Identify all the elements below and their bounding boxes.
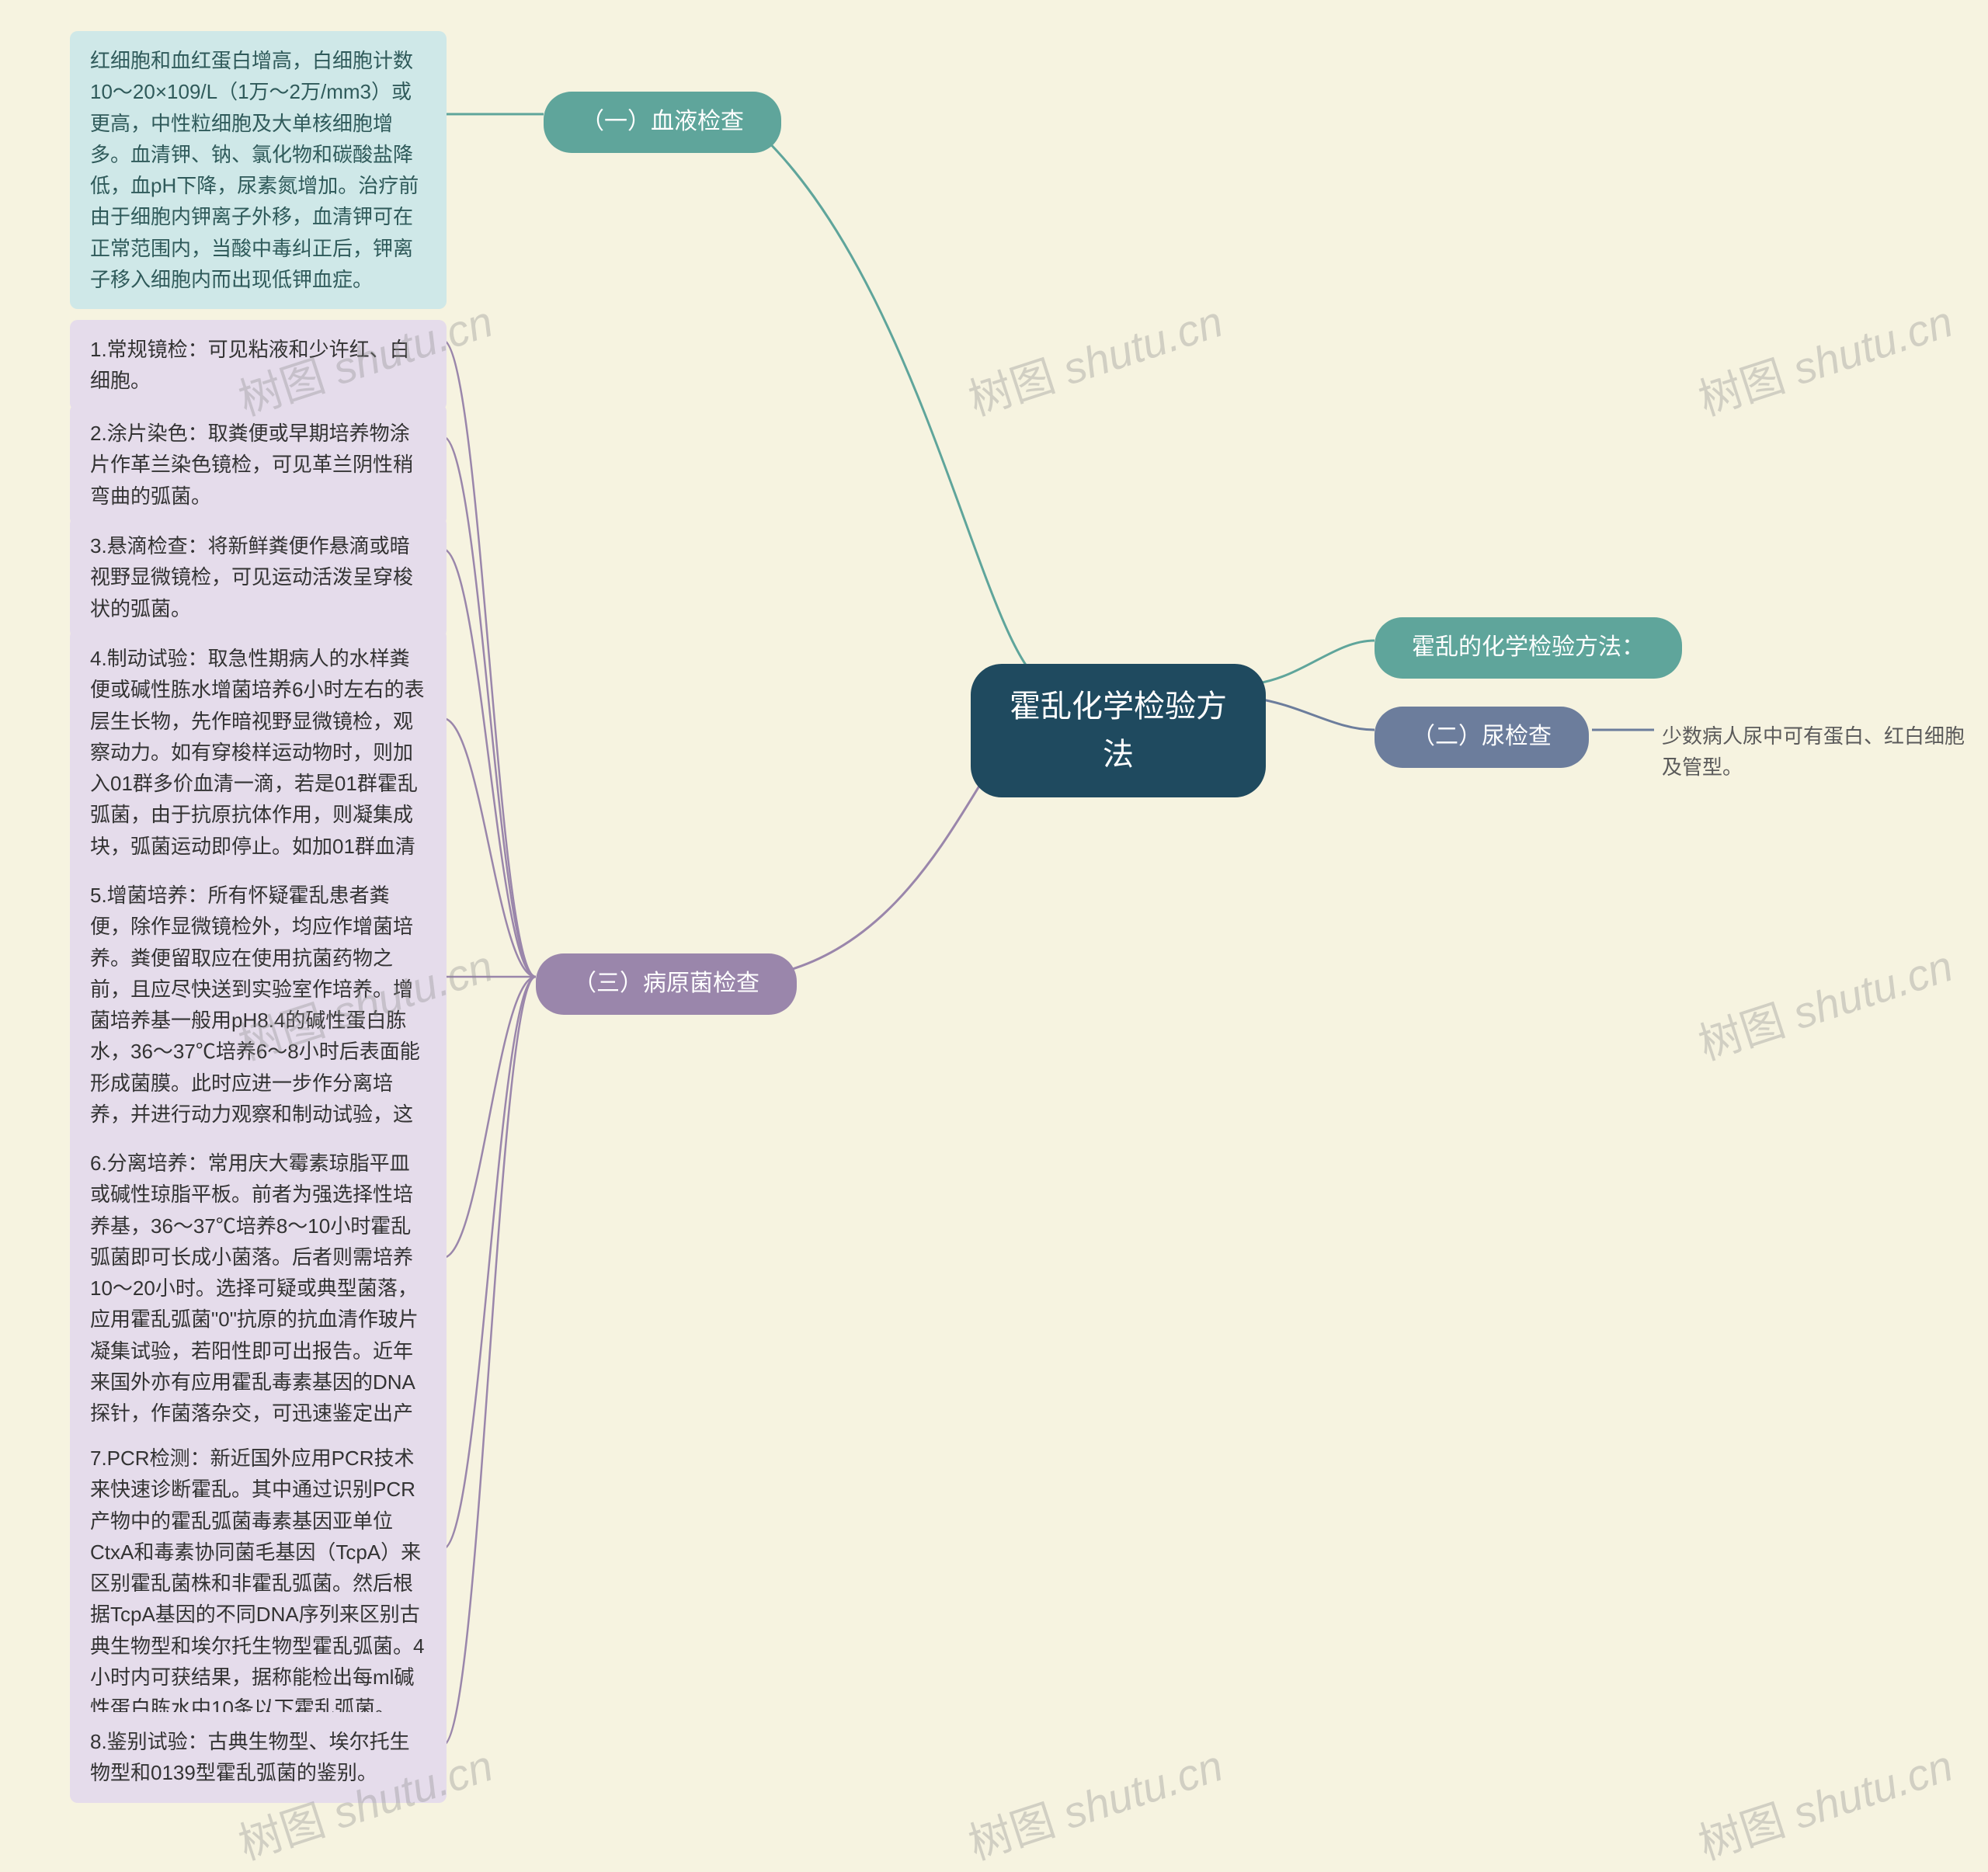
edge-three-to-item8: [443, 977, 536, 1745]
edge-three-to-item6: [443, 977, 536, 1258]
edge-three-to-item3: [443, 549, 536, 977]
branch-three-item-1: 1.常规镜检：可见粘液和少许红、白细胞。: [70, 320, 447, 411]
branch-two-leaf: 少数病人尿中可有蛋白、红白细胞及管型。: [1654, 716, 1988, 788]
edge-root-to-one: [738, 114, 1041, 682]
branch-three-item-5: 5.增菌培养：所有怀疑霍乱患者粪便，除作显微镜检外，均应作增菌培养。粪便留取应在…: [70, 866, 447, 1176]
watermark: 树图 shutu.cn: [960, 287, 1230, 429]
edge-three-to-item1: [443, 340, 536, 977]
edge-three-to-item2: [443, 436, 536, 977]
edge-root-to-rightlabel: [1258, 641, 1375, 683]
watermark: 树图 shutu.cn: [1690, 287, 1960, 429]
branch-three-pill[interactable]: （三）病原菌检查: [536, 953, 797, 1015]
branch-two-pill[interactable]: （二）尿检查: [1375, 707, 1589, 768]
branch-three-item-7: 7.PCR检测：新近国外应用PCR技术来快速诊断霍乱。其中通过识别PCR产物中的…: [70, 1429, 447, 1738]
branch-one-leaf: 红细胞和血红蛋白增高，白细胞计数10～20×109/L（1万～2万/mm3）或更…: [70, 31, 447, 309]
branch-three-item-3: 3.悬滴检查：将新鲜粪便作悬滴或暗视野显微镜检，可见运动活泼呈穿梭状的弧菌。: [70, 516, 447, 638]
branch-three-item-6: 6.分离培养：常用庆大霉素琼脂平皿或碱性琼脂平板。前者为强选择性培养基，36～3…: [70, 1134, 447, 1474]
edge-three-to-item7: [443, 977, 536, 1549]
branch-three-item-2: 2.涂片染色：取粪便或早期培养物涂片作革兰染色镜检，可见革兰阴性稍弯曲的弧菌。: [70, 404, 447, 526]
right-label-node[interactable]: 霍乱的化学检验方法：: [1375, 617, 1682, 679]
watermark: 树图 shutu.cn: [960, 1731, 1230, 1872]
edge-root-to-two: [1258, 699, 1375, 730]
watermark: 树图 shutu.cn: [1690, 932, 1960, 1073]
watermark: 树图 shutu.cn: [1690, 1731, 1960, 1872]
root-node[interactable]: 霍乱化学检验方法: [971, 664, 1266, 797]
branch-one-pill[interactable]: （一）血液检查: [544, 92, 781, 153]
edge-three-to-item4: [443, 718, 536, 977]
branch-three-item-8: 8.鉴别试验：古典生物型、埃尔托生物型和0139型霍乱弧菌的鉴别。: [70, 1712, 447, 1803]
